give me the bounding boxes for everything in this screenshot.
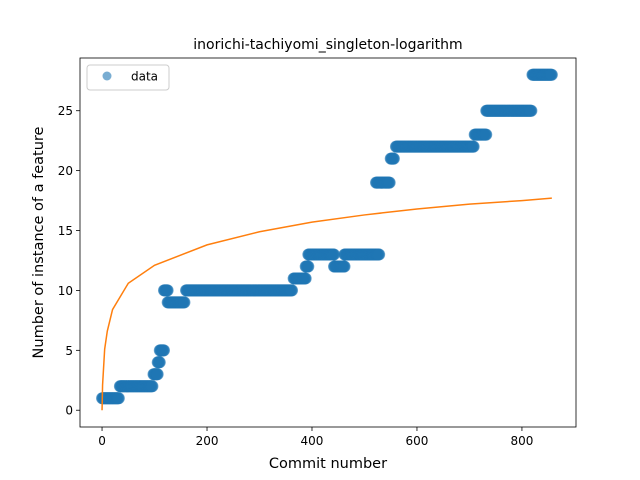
x-axis-ticks: 0 200 400 600 800 [98, 427, 533, 448]
data-point [151, 368, 164, 381]
x-axis-label: Commit number [269, 456, 387, 472]
x-tick-label: 200 [196, 434, 219, 448]
data-point [480, 128, 493, 141]
y-tick-label: 5 [65, 344, 73, 358]
data-point [302, 260, 315, 273]
x-tick-label: 600 [406, 434, 429, 448]
legend-label-data: data [131, 70, 158, 84]
data-point [545, 68, 558, 81]
data-point [157, 344, 170, 357]
data-point [153, 356, 166, 369]
data-points-layer [96, 68, 558, 405]
data-point [383, 176, 396, 189]
fit-curve-layer [101, 197, 552, 411]
x-tick-label: 0 [98, 434, 106, 448]
data-point [328, 248, 341, 261]
legend-box [86, 64, 170, 91]
data-point [467, 140, 480, 153]
x-tick-label: 800 [510, 434, 533, 448]
data-point [299, 272, 312, 285]
data-point [286, 284, 299, 297]
data-point [146, 380, 159, 393]
chart-title: inorichi-tachiyomi_singleton-logarithm [193, 37, 462, 53]
y-tick-label: 15 [58, 224, 73, 238]
data-point [387, 152, 400, 165]
y-axis-label: Number of instance of a feature [31, 126, 47, 358]
legend-marker-data [102, 71, 112, 81]
legend: data [86, 64, 170, 91]
data-point [178, 296, 191, 309]
plot-frame [79, 57, 577, 428]
x-tick-label: 400 [301, 434, 324, 448]
fit-curve [101, 197, 552, 411]
y-tick-label: 20 [58, 164, 73, 178]
y-tick-label: 25 [58, 104, 73, 118]
data-point [525, 104, 538, 117]
data-point [112, 392, 125, 405]
y-tick-label: 0 [65, 404, 73, 418]
data-point [161, 284, 174, 297]
y-axis-ticks: 0 5 10 15 20 25 [58, 104, 80, 418]
data-point [338, 260, 351, 273]
data-point [373, 248, 386, 261]
y-tick-label: 10 [58, 284, 73, 298]
